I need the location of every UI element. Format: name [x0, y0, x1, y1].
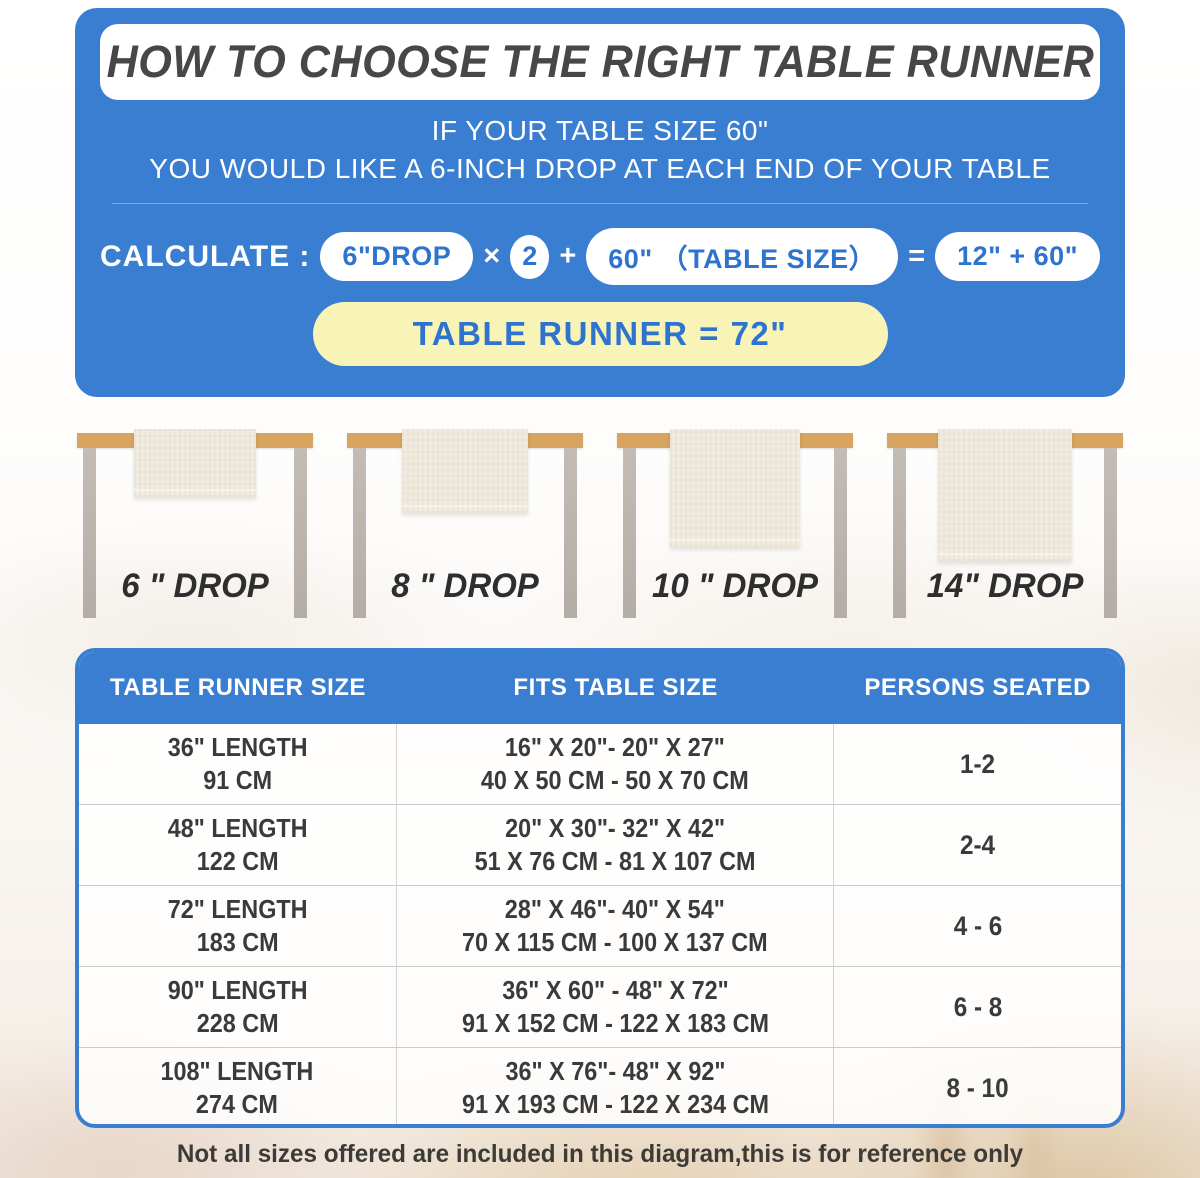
table-row: 90" LENGTH 228 CM 36" X 60" - 48" X 72" … — [79, 966, 1121, 1047]
drop-label: 8 " DROP — [391, 567, 539, 605]
fits-size-cell: 36" X 76"- 48" X 92" 91 X 193 CM - 122 X… — [397, 1048, 835, 1124]
size-chart-body: 36" LENGTH 91 CM 16" X 20"- 20" X 27" 40… — [79, 724, 1121, 1124]
persons-cell: 2-4 — [834, 805, 1121, 885]
calculation-row: CALCULATE : 6"DROP × 2 + 60" （TABLE SIZE… — [100, 228, 1100, 285]
result-pill: TABLE RUNNER = 72" — [312, 302, 888, 366]
sum-pill: 12" + 60" — [935, 232, 1100, 281]
persons-seated: 1-2 — [960, 748, 996, 779]
runner-size-cell: 90" LENGTH 228 CM — [79, 967, 397, 1047]
plus-sign: + — [559, 240, 577, 272]
header-panel: HOW TO CHOOSE THE RIGHT TABLE RUNNER IF … — [75, 8, 1125, 397]
persons-seated: 2-4 — [960, 829, 996, 860]
runner-size-cell: 108" LENGTH 274 CM — [79, 1048, 397, 1124]
table-leg-left — [623, 448, 636, 618]
table-leg-right — [1104, 448, 1117, 618]
runner-length-in: 108" LENGTH — [160, 1056, 314, 1086]
reference-note: Not all sizes offered are included in th… — [176, 1140, 1024, 1168]
size-chart-header: TABLE RUNNER SIZE FITS TABLE SIZE PERSON… — [79, 652, 1121, 724]
intro-line-1: IF YOUR TABLE SIZE 60" — [431, 115, 769, 146]
runner-length-cm: 183 CM — [196, 927, 279, 957]
multiply-sign: × — [483, 240, 501, 272]
fits-size-cm: 51 X 76 CM - 81 X 107 CM — [474, 846, 756, 876]
fits-size-cell: 16" X 20"- 20" X 27" 40 X 50 CM - 50 X 7… — [397, 724, 835, 804]
drop-example-14in: 14" DROP — [885, 425, 1125, 640]
persons-cell: 4 - 6 — [834, 886, 1121, 966]
drop-label: 14" DROP — [926, 567, 1084, 605]
runner-length-cm: 274 CM — [196, 1089, 279, 1119]
runner-size-cell: 72" LENGTH 183 CM — [79, 886, 397, 966]
runner-length-cm: 91 CM — [202, 765, 272, 795]
divider-line — [112, 203, 1088, 204]
runner-length-in: 48" LENGTH — [167, 813, 308, 843]
runner-illustration — [402, 429, 528, 513]
table-row: 72" LENGTH 183 CM 28" X 46"- 40" X 54" 7… — [79, 885, 1121, 966]
fits-size-in: 16" X 20"- 20" X 27" — [505, 732, 726, 762]
fits-size-cell: 36" X 60" - 48" X 72" 91 X 152 CM - 122 … — [397, 967, 835, 1047]
persons-seated: 4 - 6 — [953, 910, 1003, 941]
table-leg-right — [564, 448, 577, 618]
calculate-label: CALCULATE : — [100, 239, 311, 273]
table-leg-left — [893, 448, 906, 618]
fits-size-in: 36" X 76"- 48" X 92" — [505, 1056, 726, 1086]
drop-label: 6 " DROP — [121, 567, 269, 605]
table-leg-left — [83, 448, 96, 618]
intro-text: IF YOUR TABLE SIZE 60" YOU WOULD LIKE A … — [100, 112, 1100, 188]
fits-size-cm: 70 X 115 CM - 100 X 137 CM — [462, 927, 768, 957]
runner-length-cm: 122 CM — [196, 846, 279, 876]
drop-value-pill: 6"DROP — [320, 232, 474, 281]
fits-size-in: 20" X 30"- 32" X 42" — [505, 813, 726, 843]
title-banner: HOW TO CHOOSE THE RIGHT TABLE RUNNER — [100, 24, 1100, 100]
fits-size-in: 36" X 60" - 48" X 72" — [501, 975, 729, 1005]
fits-size-cm: 91 X 193 CM - 122 X 234 CM — [461, 1089, 769, 1119]
runner-illustration — [134, 429, 256, 497]
table-leg-right — [294, 448, 307, 618]
drop-label: 10 " DROP — [652, 567, 818, 605]
runner-length-in: 36" LENGTH — [167, 732, 308, 762]
persons-cell: 6 - 8 — [834, 967, 1121, 1047]
runner-illustration — [670, 429, 800, 547]
runner-length-cm: 228 CM — [196, 1008, 279, 1038]
runner-illustration — [938, 429, 1072, 561]
drop-examples-band: 6 " DROP 8 " DROP 10 " DROP 14" DROP — [75, 425, 1125, 640]
table-row: 48" LENGTH 122 CM 20" X 30"- 32" X 42" 5… — [79, 804, 1121, 885]
fits-size-cm: 91 X 152 CM - 122 X 183 CM — [461, 1008, 769, 1038]
multiplier-badge: 2 — [510, 234, 550, 279]
runner-length-in: 90" LENGTH — [167, 975, 308, 1005]
runner-length-in: 72" LENGTH — [167, 894, 308, 924]
table-row: 108" LENGTH 274 CM 36" X 76"- 48" X 92" … — [79, 1047, 1121, 1124]
equals-sign: = — [908, 240, 926, 272]
persons-cell: 1-2 — [834, 724, 1121, 804]
column-header-fits-table-size: FITS TABLE SIZE — [513, 674, 718, 701]
drop-example-6in: 6 " DROP — [75, 425, 315, 640]
page-title: HOW TO CHOOSE THE RIGHT TABLE RUNNER — [106, 36, 1094, 87]
fits-size-in: 28" X 46"- 40" X 54" — [505, 894, 726, 924]
size-chart-panel: TABLE RUNNER SIZE FITS TABLE SIZE PERSON… — [75, 648, 1125, 1128]
fits-size-cm: 40 X 50 CM - 50 X 70 CM — [481, 765, 750, 795]
table-size-pill: 60" （TABLE SIZE） — [586, 228, 899, 285]
table-leg-left — [353, 448, 366, 618]
drop-example-10in: 10 " DROP — [615, 425, 855, 640]
drop-example-8in: 8 " DROP — [345, 425, 585, 640]
fits-size-cell: 20" X 30"- 32" X 42" 51 X 76 CM - 81 X 1… — [397, 805, 835, 885]
runner-size-cell: 36" LENGTH 91 CM — [79, 724, 397, 804]
persons-seated: 8 - 10 — [946, 1072, 1009, 1103]
runner-size-cell: 48" LENGTH 122 CM — [79, 805, 397, 885]
persons-seated: 6 - 8 — [953, 991, 1003, 1022]
column-header-persons-seated: PERSONS SEATED — [864, 674, 1091, 701]
table-leg-right — [834, 448, 847, 618]
fits-size-cell: 28" X 46"- 40" X 54" 70 X 115 CM - 100 X… — [397, 886, 835, 966]
table-row: 36" LENGTH 91 CM 16" X 20"- 20" X 27" 40… — [79, 724, 1121, 804]
persons-cell: 8 - 10 — [834, 1048, 1121, 1124]
column-header-runner-size: TABLE RUNNER SIZE — [109, 674, 366, 701]
intro-line-2: YOU WOULD LIKE A 6-INCH DROP AT EACH END… — [149, 153, 1051, 184]
